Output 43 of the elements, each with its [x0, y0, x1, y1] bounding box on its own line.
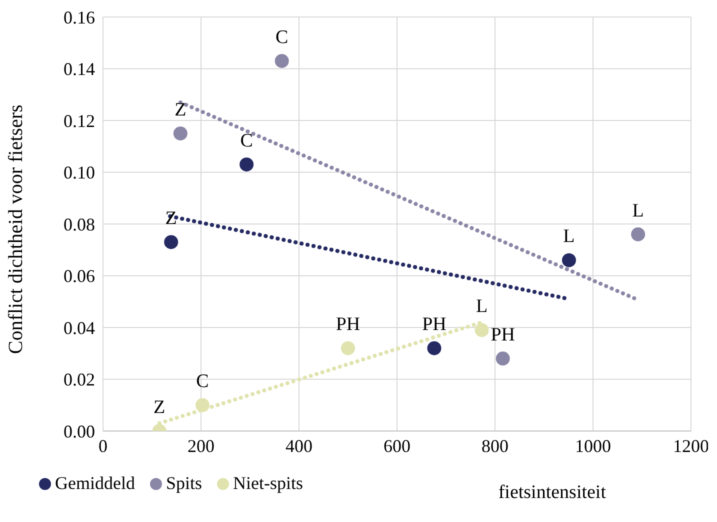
- y-tick-label: 0.06: [64, 266, 95, 286]
- x-tick-label: 1000: [575, 436, 611, 456]
- point: [274, 54, 289, 68]
- point: [195, 398, 210, 412]
- legend-label: Spits: [164, 473, 202, 494]
- x-tick-label: 800: [482, 436, 508, 456]
- point: [474, 323, 489, 338]
- annotation: C: [196, 371, 209, 392]
- x-tick-label: 400: [286, 436, 312, 456]
- point: [240, 157, 254, 172]
- annotation: Z: [174, 99, 186, 120]
- annotation: L: [632, 200, 644, 222]
- annotation: L: [476, 296, 488, 318]
- y-tick-label: 0.00: [64, 421, 95, 442]
- y-tick-label: 0.12: [64, 110, 95, 131]
- y-tick-label: 0.04: [64, 318, 95, 338]
- annotation: PH: [490, 324, 516, 346]
- point: [496, 352, 510, 366]
- annotation: L: [563, 226, 575, 248]
- legend-label: Gemiddeld: [54, 473, 135, 494]
- point: [164, 235, 178, 250]
- y-axis-title: Conflict dichtheid voor fietsers: [5, 104, 28, 354]
- y-tick-label: 0.10: [64, 162, 95, 183]
- point: [562, 253, 576, 268]
- x-tick-label: 1200: [673, 436, 709, 456]
- annotation: PH: [336, 314, 360, 336]
- point: [427, 341, 442, 356]
- point: [631, 227, 646, 242]
- point: [173, 126, 188, 140]
- x-axis-title: fietsintensiteit: [498, 482, 607, 503]
- y-tick-label: 0.08: [64, 214, 95, 234]
- x-tick-label: 600: [384, 436, 410, 456]
- y-tick-label: 0.16: [64, 7, 95, 28]
- annotation: C: [276, 26, 288, 48]
- y-tick-label: 0.02: [64, 370, 95, 390]
- annotation: C: [240, 130, 253, 152]
- annotation: Z: [154, 397, 166, 418]
- annotation: PH: [422, 314, 447, 336]
- y-tick-label: 0.14: [64, 59, 95, 80]
- legend-label: Niet-spits: [232, 473, 304, 494]
- point: [341, 341, 355, 356]
- x-tick-label: 0: [98, 436, 108, 456]
- x-tick-label: 200: [188, 436, 214, 456]
